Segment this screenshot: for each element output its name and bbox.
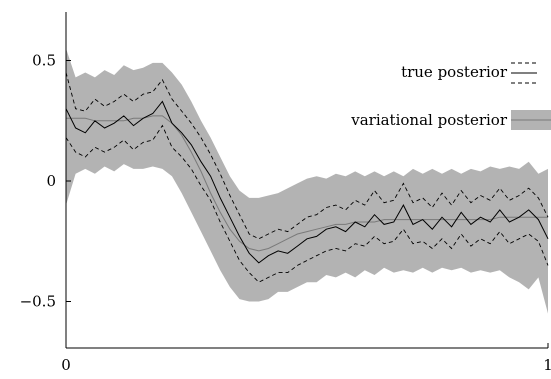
y-tick-label: 0: [46, 172, 56, 190]
legend-label-variational-posterior: variational posterior: [350, 111, 508, 129]
x-tick-label: 1: [543, 356, 551, 374]
y-tick-label: 0.5: [32, 52, 56, 70]
x-tick-label: 0: [61, 356, 71, 374]
variational-band: [66, 48, 548, 314]
axes: 0.5 0 −0.5 0 1: [20, 12, 551, 374]
true-upper-line: [65, 72, 549, 240]
legend: true posterior variational posterior: [350, 62, 551, 130]
true-lower-line: [65, 124, 549, 283]
true-mean-line: [65, 100, 549, 264]
y-tick-label: −0.5: [20, 293, 56, 311]
legend-label-true-posterior: true posterior: [401, 63, 508, 81]
plot-area: [65, 48, 549, 314]
